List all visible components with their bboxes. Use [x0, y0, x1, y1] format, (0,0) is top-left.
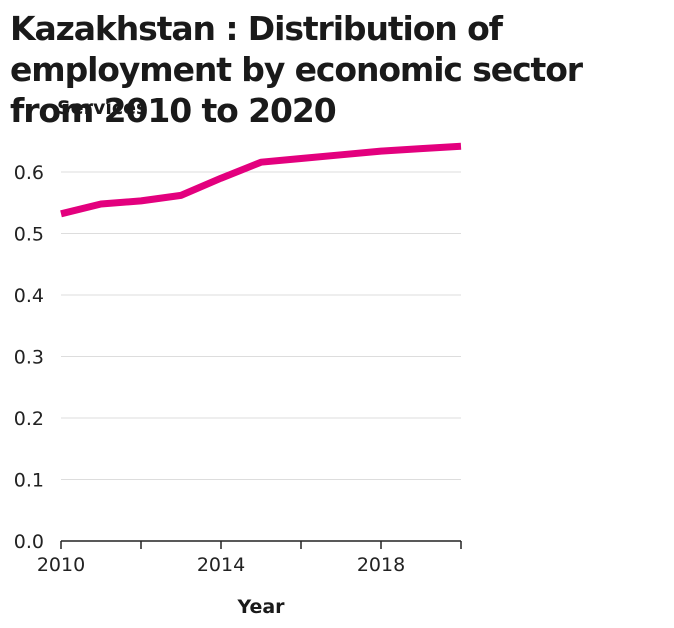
y-tick-label: 0.1 [14, 470, 44, 492]
y-tick-label: 0.4 [14, 285, 44, 307]
x-tick-label: 2014 [197, 554, 245, 576]
x-axis-label: Year [236, 596, 285, 618]
x-tick-label: 2018 [357, 554, 405, 576]
grid-lines [61, 171, 461, 480]
series-lines [60, 142, 462, 218]
y-tick-label: 0.5 [14, 224, 44, 246]
x-axis-tick-labels: 2010 2014 2018 [37, 554, 405, 576]
y-tick-label: 0.2 [14, 408, 44, 430]
y-axis-tick-labels: 0.0 0.1 0.2 0.3 0.4 0.5 0.6 [14, 162, 44, 553]
series-line [60, 142, 462, 218]
chart-title: Kazakhstan : Distribution of employment … [10, 9, 583, 130]
x-axis [60, 540, 462, 549]
y-axis-label: Services [57, 97, 147, 119]
x-tick-label: 2010 [37, 554, 85, 576]
y-tick-label: 0.3 [14, 347, 44, 369]
y-tick-label: 0.0 [14, 531, 44, 553]
y-tick-label: 0.6 [14, 162, 44, 184]
